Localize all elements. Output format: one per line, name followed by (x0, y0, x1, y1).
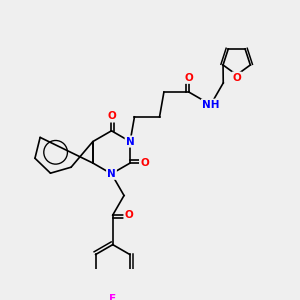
Text: O: O (124, 210, 133, 220)
Text: O: O (232, 73, 241, 82)
Text: N: N (107, 169, 116, 179)
Text: F: F (109, 294, 116, 300)
Text: O: O (107, 112, 116, 122)
Text: O: O (140, 158, 149, 168)
Text: NH: NH (202, 100, 220, 110)
Text: N: N (126, 136, 134, 146)
Text: O: O (184, 73, 194, 83)
